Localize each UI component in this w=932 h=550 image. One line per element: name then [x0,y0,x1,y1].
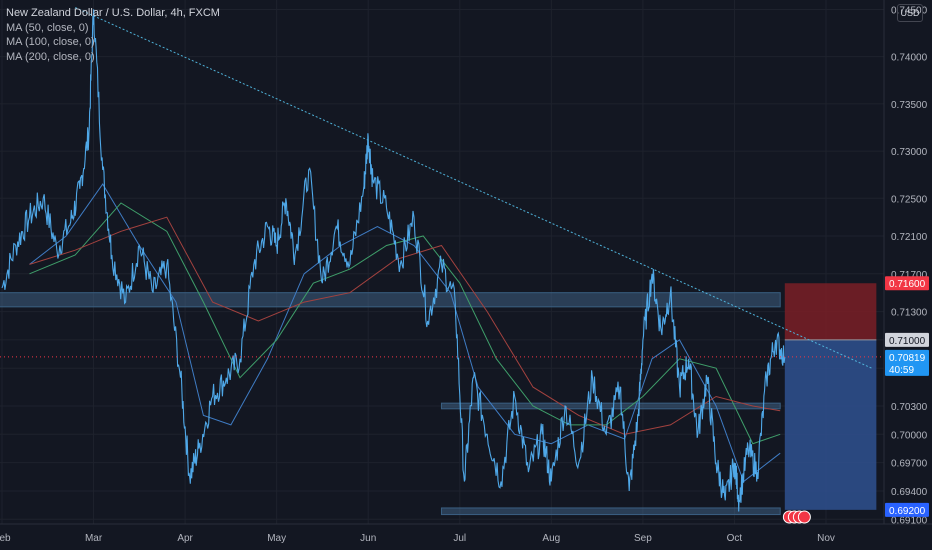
x-tick-label: Feb [0,533,11,544]
current-price-marker [885,349,929,376]
y-tick-label: 0.73000 [891,147,928,158]
y-tick-label: 0.73500 [891,100,928,111]
chart-legend: New Zealand Dollar / U.S. Dollar, 4h, FX… [6,6,220,64]
price-marker [885,502,929,517]
support-zone [440,507,781,516]
y-tick-label: 0.71700 [891,270,928,281]
y-tick-label: 0.69700 [891,459,928,470]
price-marker-label: 0.71000 [889,336,926,347]
stop-loss-zone [784,283,877,340]
y-tick-label: 0.72500 [891,194,928,205]
take-profit-zone [784,339,877,510]
x-tick-label: Apr [177,533,193,544]
trendline [75,7,872,369]
x-tick-label: Aug [542,533,560,544]
price-marker [885,332,929,347]
price-marker [885,276,929,291]
time-axis [0,524,932,550]
ma-line-1 [29,202,781,445]
x-tick-label: Sep [634,533,652,544]
currency-button[interactable]: USD [897,4,923,22]
x-tick-label: May [267,533,286,544]
price-line [1,9,786,512]
x-tick-label: Nov [817,533,835,544]
y-tick-label: 0.69100 [891,515,928,526]
legend-ma-50[interactable]: MA (50, close, 0) [6,21,89,34]
event-icon [797,510,811,524]
y-tick-label: 0.74000 [891,53,928,64]
y-tick-label: 0.69400 [891,487,928,498]
legend-title: New Zealand Dollar / U.S. Dollar, 4h, FX… [6,7,220,19]
y-tick-label: 0.71300 [891,308,928,319]
support-zone [440,402,781,410]
x-tick-label: Mar [85,533,103,544]
price-marker-label: 0.71600 [889,279,926,290]
current-price-label: 0.70819 [889,353,926,364]
ma-line-0 [29,183,781,483]
x-tick-label: Jul [453,533,466,544]
price-axis [884,0,932,550]
bar-countdown-label: 40:59 [889,365,914,376]
ma-line-2 [29,216,781,435]
legend-ma-100[interactable]: MA (100, close, 0) [6,36,95,48]
support-zone [0,292,781,308]
y-tick-label: 0.70300 [891,402,928,413]
y-tick-label: 0.70000 [891,430,928,441]
y-tick-label: 0.72100 [891,232,928,243]
legend-ma-200[interactable]: MA (200, close, 0) [6,50,95,63]
y-tick-label: 0.74500 [891,5,928,16]
x-tick-label: Jun [360,533,376,544]
price-marker-label: 0.69200 [889,506,926,517]
x-tick-label: Oct [727,533,743,544]
